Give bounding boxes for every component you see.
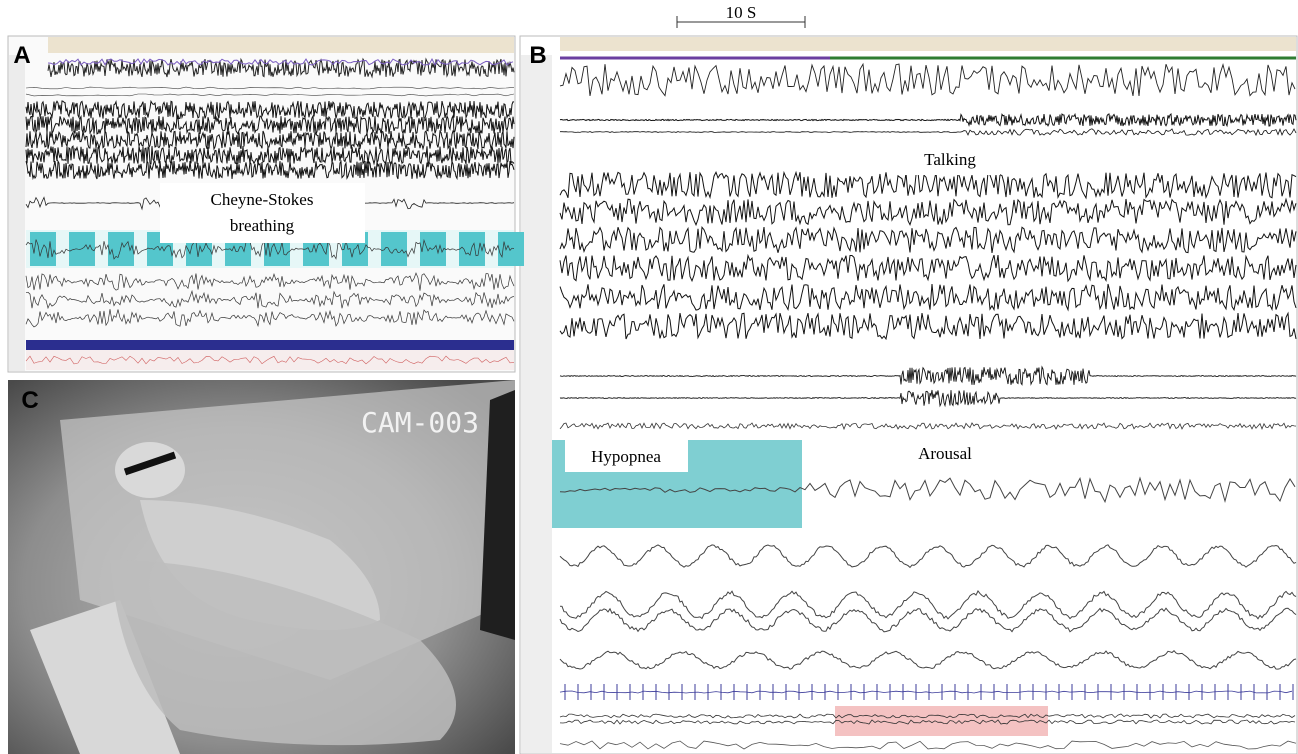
annotation: breathing — [230, 216, 295, 235]
annotation: Talking — [924, 150, 976, 169]
figure: CAM-003 10 S A B C Cheyne-Stokes breathi… — [0, 0, 1298, 754]
panel-label: B — [529, 42, 546, 69]
panel-a-header — [48, 37, 514, 53]
panel-label: A — [13, 42, 30, 69]
panel-b-channel-column — [521, 55, 552, 753]
annotation: Cheyne-Stokes — [211, 190, 314, 209]
time-scale: 10 S — [726, 3, 757, 22]
panel-b-header — [560, 37, 1296, 51]
annotation: Hypopnea — [591, 447, 661, 466]
panel-c: CAM-003 — [8, 380, 515, 754]
spo2-band — [26, 340, 514, 350]
desaturation-region — [835, 706, 1048, 736]
event-block — [30, 232, 56, 266]
panel-label: C — [21, 387, 38, 414]
event-block — [459, 232, 485, 266]
annotation: Arousal — [918, 444, 972, 463]
camera-id: CAM-003 — [361, 406, 479, 439]
panel-a-channel-column — [9, 55, 25, 371]
